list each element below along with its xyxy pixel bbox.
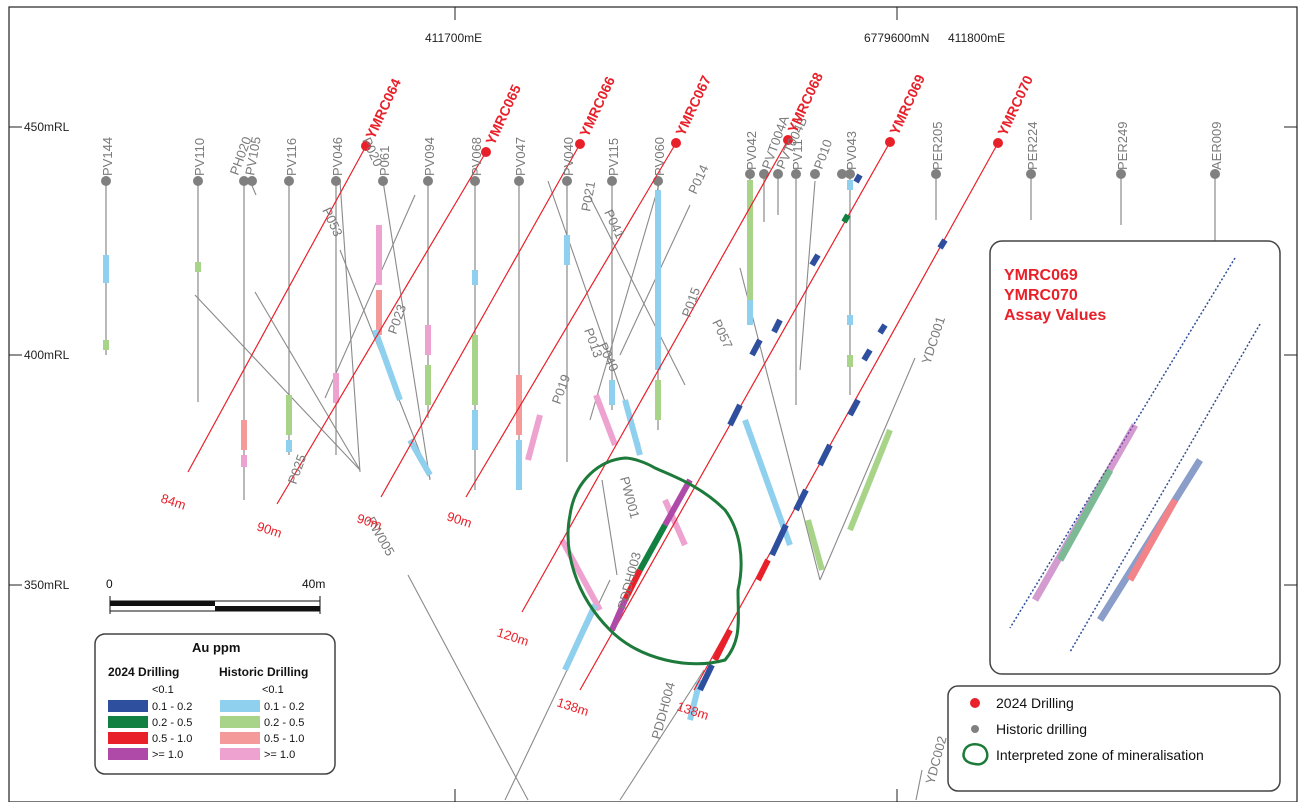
assay-inset: YMRC069 YMRC070 Assay Values — [989, 240, 1281, 675]
key-historic-drilling: Historic drilling — [996, 721, 1087, 737]
key-new-collar-icon — [970, 698, 980, 708]
hole-label-pv11: PV11 — [790, 139, 805, 170]
hole-label-p021: P021 — [578, 180, 598, 213]
legend-row-4-hist: >= 1.0 — [264, 749, 295, 761]
depth-label-ymrc066: 90m — [355, 511, 384, 533]
hole-label-pv042: PV042 — [744, 131, 759, 170]
legend-row-1-hist: 0.1 - 0.2 — [264, 701, 304, 713]
historic-hole-labels: PV144 PV110 PH020 PV105 PV116 PV046 P020… — [100, 113, 1224, 785]
hole-label-aer009: AER009 — [1209, 122, 1224, 170]
hole-label-pv046: PV046 — [330, 137, 345, 176]
legend-row-2-hist: 0.2 - 0.5 — [264, 717, 304, 729]
rl-label-450: 450mRL — [24, 120, 70, 134]
key-zone: Interpreted zone of mineralisation — [996, 747, 1204, 763]
legend-swatch-2024-1 — [108, 700, 148, 712]
hole-label-pv116: PV116 — [284, 138, 299, 176]
scale-bar: 0 40m — [106, 577, 325, 614]
au-legend: Au ppm 2024 Drilling Historic Drilling <… — [94, 633, 336, 775]
legend-swatch-hist-1 — [220, 700, 260, 712]
legend-swatch-hist-2 — [220, 716, 260, 728]
mineralisation-zone — [566, 456, 743, 666]
hole-label-pv144: PV144 — [100, 137, 115, 176]
inset-title-line2: YMRC070 — [1004, 287, 1078, 304]
easting-label-411800: 411800mE — [948, 31, 1005, 45]
legend-title: Au ppm — [192, 640, 240, 655]
legend-row-1-2024: 0.1 - 0.2 — [152, 701, 192, 713]
northing-label: 6779600mN — [864, 31, 929, 45]
hole-label-pv040: PV040 — [561, 137, 576, 176]
hole-label-per205: PER205 — [930, 122, 945, 170]
key-new-drilling: 2024 Drilling — [996, 695, 1074, 711]
historic-collars — [101, 169, 1220, 186]
hole-label-pv115: PV115 — [606, 138, 621, 176]
easting-label-411700: 411700mE — [425, 31, 482, 45]
depth-label-ymrc067: 90m — [445, 509, 474, 531]
historic-angled-traces — [194, 180, 923, 801]
key-historic-collar-icon — [971, 725, 979, 733]
legend-swatch-hist-3 — [220, 732, 260, 744]
legend-row-0-2024: <0.1 — [152, 684, 174, 696]
hole-label-per224: PER224 — [1025, 122, 1040, 170]
hole-label-p061: P061 — [377, 146, 392, 176]
hole-label-pv068: PV068 — [469, 137, 484, 176]
hole-label-pv047: PV047 — [513, 137, 528, 176]
inset-title-line1: YMRC069 — [1004, 267, 1078, 284]
legend-row-4-2024: >= 1.0 — [152, 749, 183, 761]
legend-row-3-2024: 0.5 - 1.0 — [152, 733, 192, 745]
new-collars — [361, 135, 1003, 157]
symbol-key: 2024 Drilling Historic drilling Interpre… — [947, 685, 1281, 792]
scale-start: 0 — [106, 577, 113, 591]
depth-label-ymrc064: 84m — [159, 491, 188, 513]
legend-swatch-2024-2 — [108, 716, 148, 728]
legend-swatch-2024-3 — [108, 732, 148, 744]
historic-angled-assays — [372, 328, 893, 721]
depth-label-ymrc065: 90m — [255, 519, 284, 541]
legend-col-2024: 2024 Drilling — [108, 665, 179, 679]
legend-swatch-2024-4 — [108, 748, 148, 760]
hole-label-pv110: PV110 — [192, 138, 207, 176]
scale-end: 40m — [302, 577, 325, 591]
legend-row-0-hist: <0.1 — [262, 684, 284, 696]
hole-label-pv094: PV094 — [422, 137, 437, 176]
key-zone-icon — [962, 743, 989, 766]
legend-col-historic: Historic Drilling — [219, 665, 308, 679]
hole-label-pv105: PV105 — [242, 135, 264, 176]
depth-labels: 84m 90m 90m 90m 120m 138m 138m — [159, 491, 711, 723]
legend-row-3-hist: 0.5 - 1.0 — [264, 733, 304, 745]
rl-label-400: 400mRL — [24, 348, 70, 362]
inset-title-line3: Assay Values — [1004, 307, 1106, 324]
historic-assay-intervals — [103, 180, 853, 490]
rl-label-350: 350mRL — [24, 578, 70, 592]
new-hole-assays — [609, 173, 948, 692]
hole-label-per249: PER249 — [1115, 122, 1130, 170]
legend-swatch-hist-4 — [220, 748, 260, 760]
grid-ticks — [9, 7, 1297, 802]
hole-label-pv043: PV043 — [844, 131, 859, 170]
legend-row-2-2024: 0.2 - 0.5 — [152, 717, 192, 729]
hole-label-pv060: PV060 — [652, 137, 667, 176]
